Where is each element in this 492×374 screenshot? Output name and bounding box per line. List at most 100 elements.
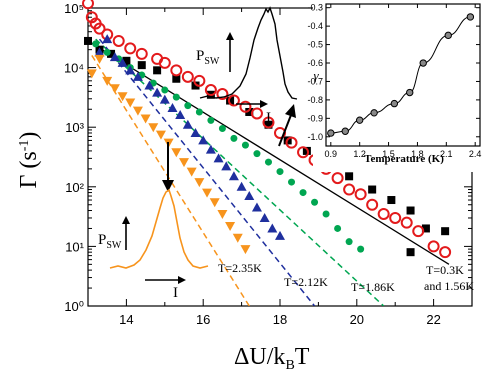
- data-point: [334, 224, 342, 232]
- lower-peak-trace: [109, 188, 209, 269]
- data-point: [198, 135, 209, 145]
- data-point: [109, 52, 120, 62]
- data-point: [218, 125, 226, 133]
- data-point: [241, 141, 249, 149]
- label-t212: T=2.12K: [284, 275, 328, 289]
- x-tick-label: 20: [350, 312, 364, 327]
- gamma-data-point: [406, 88, 414, 97]
- gamma-y-tick-label: -0.6: [307, 58, 323, 68]
- data-point: [132, 71, 143, 81]
- data-point: [158, 56, 171, 69]
- main-fit-lines: [88, 38, 450, 306]
- data-point: [264, 158, 272, 166]
- gamma-x-tick-label: 2.1: [440, 149, 453, 159]
- data-point: [167, 102, 178, 112]
- upper-i-label: I: [266, 110, 271, 126]
- data-point: [389, 211, 402, 224]
- gamma-data-point: [341, 127, 349, 135]
- gamma-x-tick-label: 0.9: [325, 149, 338, 159]
- data-point: [137, 61, 146, 70]
- data-point: [155, 130, 166, 140]
- data-point: [140, 114, 151, 124]
- label-t186: T=1.86K: [351, 280, 395, 294]
- gamma-inset-ticks: 0.9 1.2 1.5 1.8 2.1 2.4 -0.3 -0.4 -0.5 -0.6 -0.7 -0…: [307, 3, 481, 159]
- data-point: [357, 245, 365, 253]
- data-point: [86, 69, 97, 79]
- x-tick-label: 14: [119, 312, 133, 327]
- gamma-x-tick-label: 2.4: [469, 149, 482, 159]
- data-point: [204, 84, 217, 97]
- upper-peak-trace: [199, 6, 298, 100]
- data-point: [144, 80, 155, 90]
- data-point: [302, 146, 311, 155]
- data-point: [226, 96, 235, 105]
- data-point: [262, 116, 275, 129]
- gamma-data-point: [444, 31, 452, 40]
- gamma-data-point: [355, 116, 364, 124]
- data-point: [245, 107, 254, 116]
- data-point: [102, 76, 113, 86]
- data-point: [259, 212, 270, 222]
- data-point: [125, 65, 136, 75]
- upper-psw-label: PSW: [196, 48, 220, 67]
- data-point: [195, 108, 203, 116]
- data-point: [297, 146, 310, 159]
- data-point: [124, 42, 137, 55]
- x-axis-label: ΔU/kBT: [234, 344, 310, 373]
- data-point: [227, 94, 240, 107]
- data-point: [251, 202, 262, 212]
- gamma-inset-frame: [325, 3, 481, 147]
- data-point: [276, 168, 284, 176]
- data-point: [182, 119, 193, 129]
- data-point: [184, 102, 192, 110]
- data-point: [186, 167, 197, 177]
- data-point: [94, 47, 105, 57]
- data-point: [275, 230, 285, 240]
- data-point: [264, 120, 273, 129]
- data-point: [441, 227, 450, 236]
- data-point: [109, 84, 120, 94]
- gamma-x-label: Temperature (K): [364, 153, 444, 165]
- data-point: [267, 223, 278, 233]
- data-point: [117, 92, 128, 102]
- data-point: [228, 171, 239, 181]
- gamma-data-point: [327, 129, 335, 137]
- data-point: [94, 54, 105, 64]
- data-point: [216, 88, 229, 101]
- gamma-data-point: [370, 109, 378, 117]
- gamma-data-point: [466, 13, 475, 21]
- data-point: [125, 98, 136, 108]
- data-point: [82, 0, 94, 10]
- gamma-y-tick-label: -0.5: [307, 40, 323, 50]
- data-point: [230, 134, 238, 142]
- gamma-data-points: [327, 13, 475, 137]
- data-point: [194, 178, 205, 188]
- data-point: [387, 196, 396, 205]
- data-point: [377, 207, 390, 220]
- upper-peak-inset: PSW I: [196, 6, 298, 126]
- data-point: [153, 66, 162, 75]
- data-point: [406, 206, 415, 215]
- data-point: [148, 123, 159, 133]
- data-point: [225, 221, 236, 231]
- label-and156: and 1.56K: [424, 279, 474, 293]
- data-point: [400, 216, 413, 229]
- x-tick-label: 18: [273, 312, 287, 327]
- y-tick-label: 10¹: [65, 239, 84, 254]
- data-point: [299, 189, 307, 197]
- data-point: [175, 110, 186, 120]
- data-point: [117, 57, 128, 67]
- data-point: [122, 56, 131, 65]
- data-point: [191, 81, 200, 90]
- data-point: [322, 210, 330, 218]
- label-t03: T=0.3K: [426, 263, 464, 277]
- gamma-y-tick-label: -0.3: [307, 3, 323, 13]
- data-point: [412, 225, 425, 238]
- data-point: [236, 181, 247, 191]
- y-tick-label: 10²: [65, 180, 84, 195]
- data-point: [427, 240, 440, 253]
- lower-psw-label: PSW: [98, 232, 122, 251]
- y-tick-label: 10⁰: [64, 299, 84, 314]
- data-point: [239, 100, 252, 113]
- lower-i-label: I: [173, 285, 178, 301]
